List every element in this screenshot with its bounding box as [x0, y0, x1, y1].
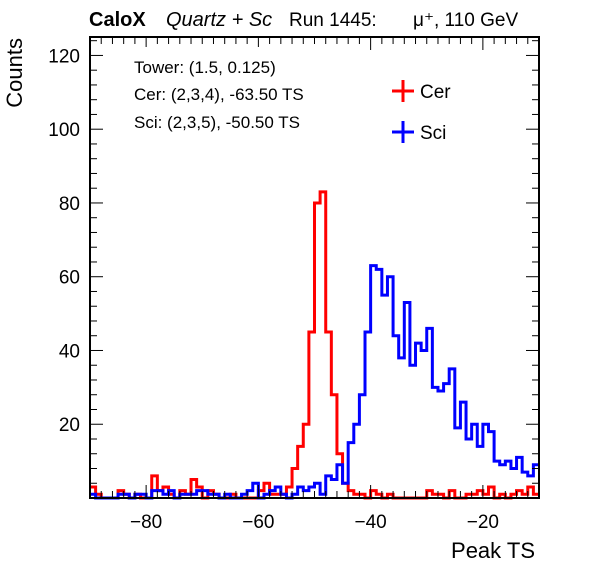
legend-marker-cer — [392, 80, 414, 102]
brand-label: CaloX — [89, 9, 146, 31]
chart-header: CaloX Quartz + Sc Run 1445: μ⁺, 110 GeV — [89, 9, 518, 31]
legend: Cer Sci — [392, 80, 451, 144]
x-axis-label: Peak TS — [451, 538, 535, 563]
x-tick-label: −20 — [467, 512, 499, 533]
y-tick-label: 100 — [48, 120, 80, 141]
info-box: Tower: (1.5, 0.125) Cer: (2,3,4), -63.50… — [118, 47, 356, 147]
info-tower: Tower: (1.5, 0.125) — [134, 58, 276, 77]
beam-label: μ⁺, 110 GeV — [413, 10, 518, 31]
info-box-bg — [118, 47, 356, 147]
y-tick-label: 20 — [59, 415, 80, 436]
x-tick-label: −40 — [355, 512, 387, 533]
x-tick-label: −80 — [130, 512, 162, 533]
y-tick-label: 80 — [59, 194, 80, 215]
legend-label-cer: Cer — [420, 82, 451, 103]
y-tick-label: 60 — [59, 268, 80, 289]
y-tick-label: 120 — [48, 46, 80, 67]
info-cer: Cer: (2,3,4), -63.50 TS — [134, 85, 304, 104]
series-layer — [90, 190, 539, 500]
series-line-cer — [90, 190, 539, 500]
x-tick-label: −60 — [242, 512, 274, 533]
ticks-layer: −80 −60 −40 −20 20 40 60 80 100 120 — [48, 37, 540, 533]
legend-marker-sci — [392, 121, 414, 143]
y-tick-label: 40 — [59, 341, 80, 362]
legend-label-sci: Sci — [420, 123, 446, 144]
run-label: Run 1445: — [289, 10, 377, 31]
info-sci: Sci: (2,3,5), -50.50 TS — [134, 113, 300, 132]
y-axis-label: Counts — [2, 38, 27, 108]
subtitle-label: Quartz + Sc — [166, 9, 272, 31]
